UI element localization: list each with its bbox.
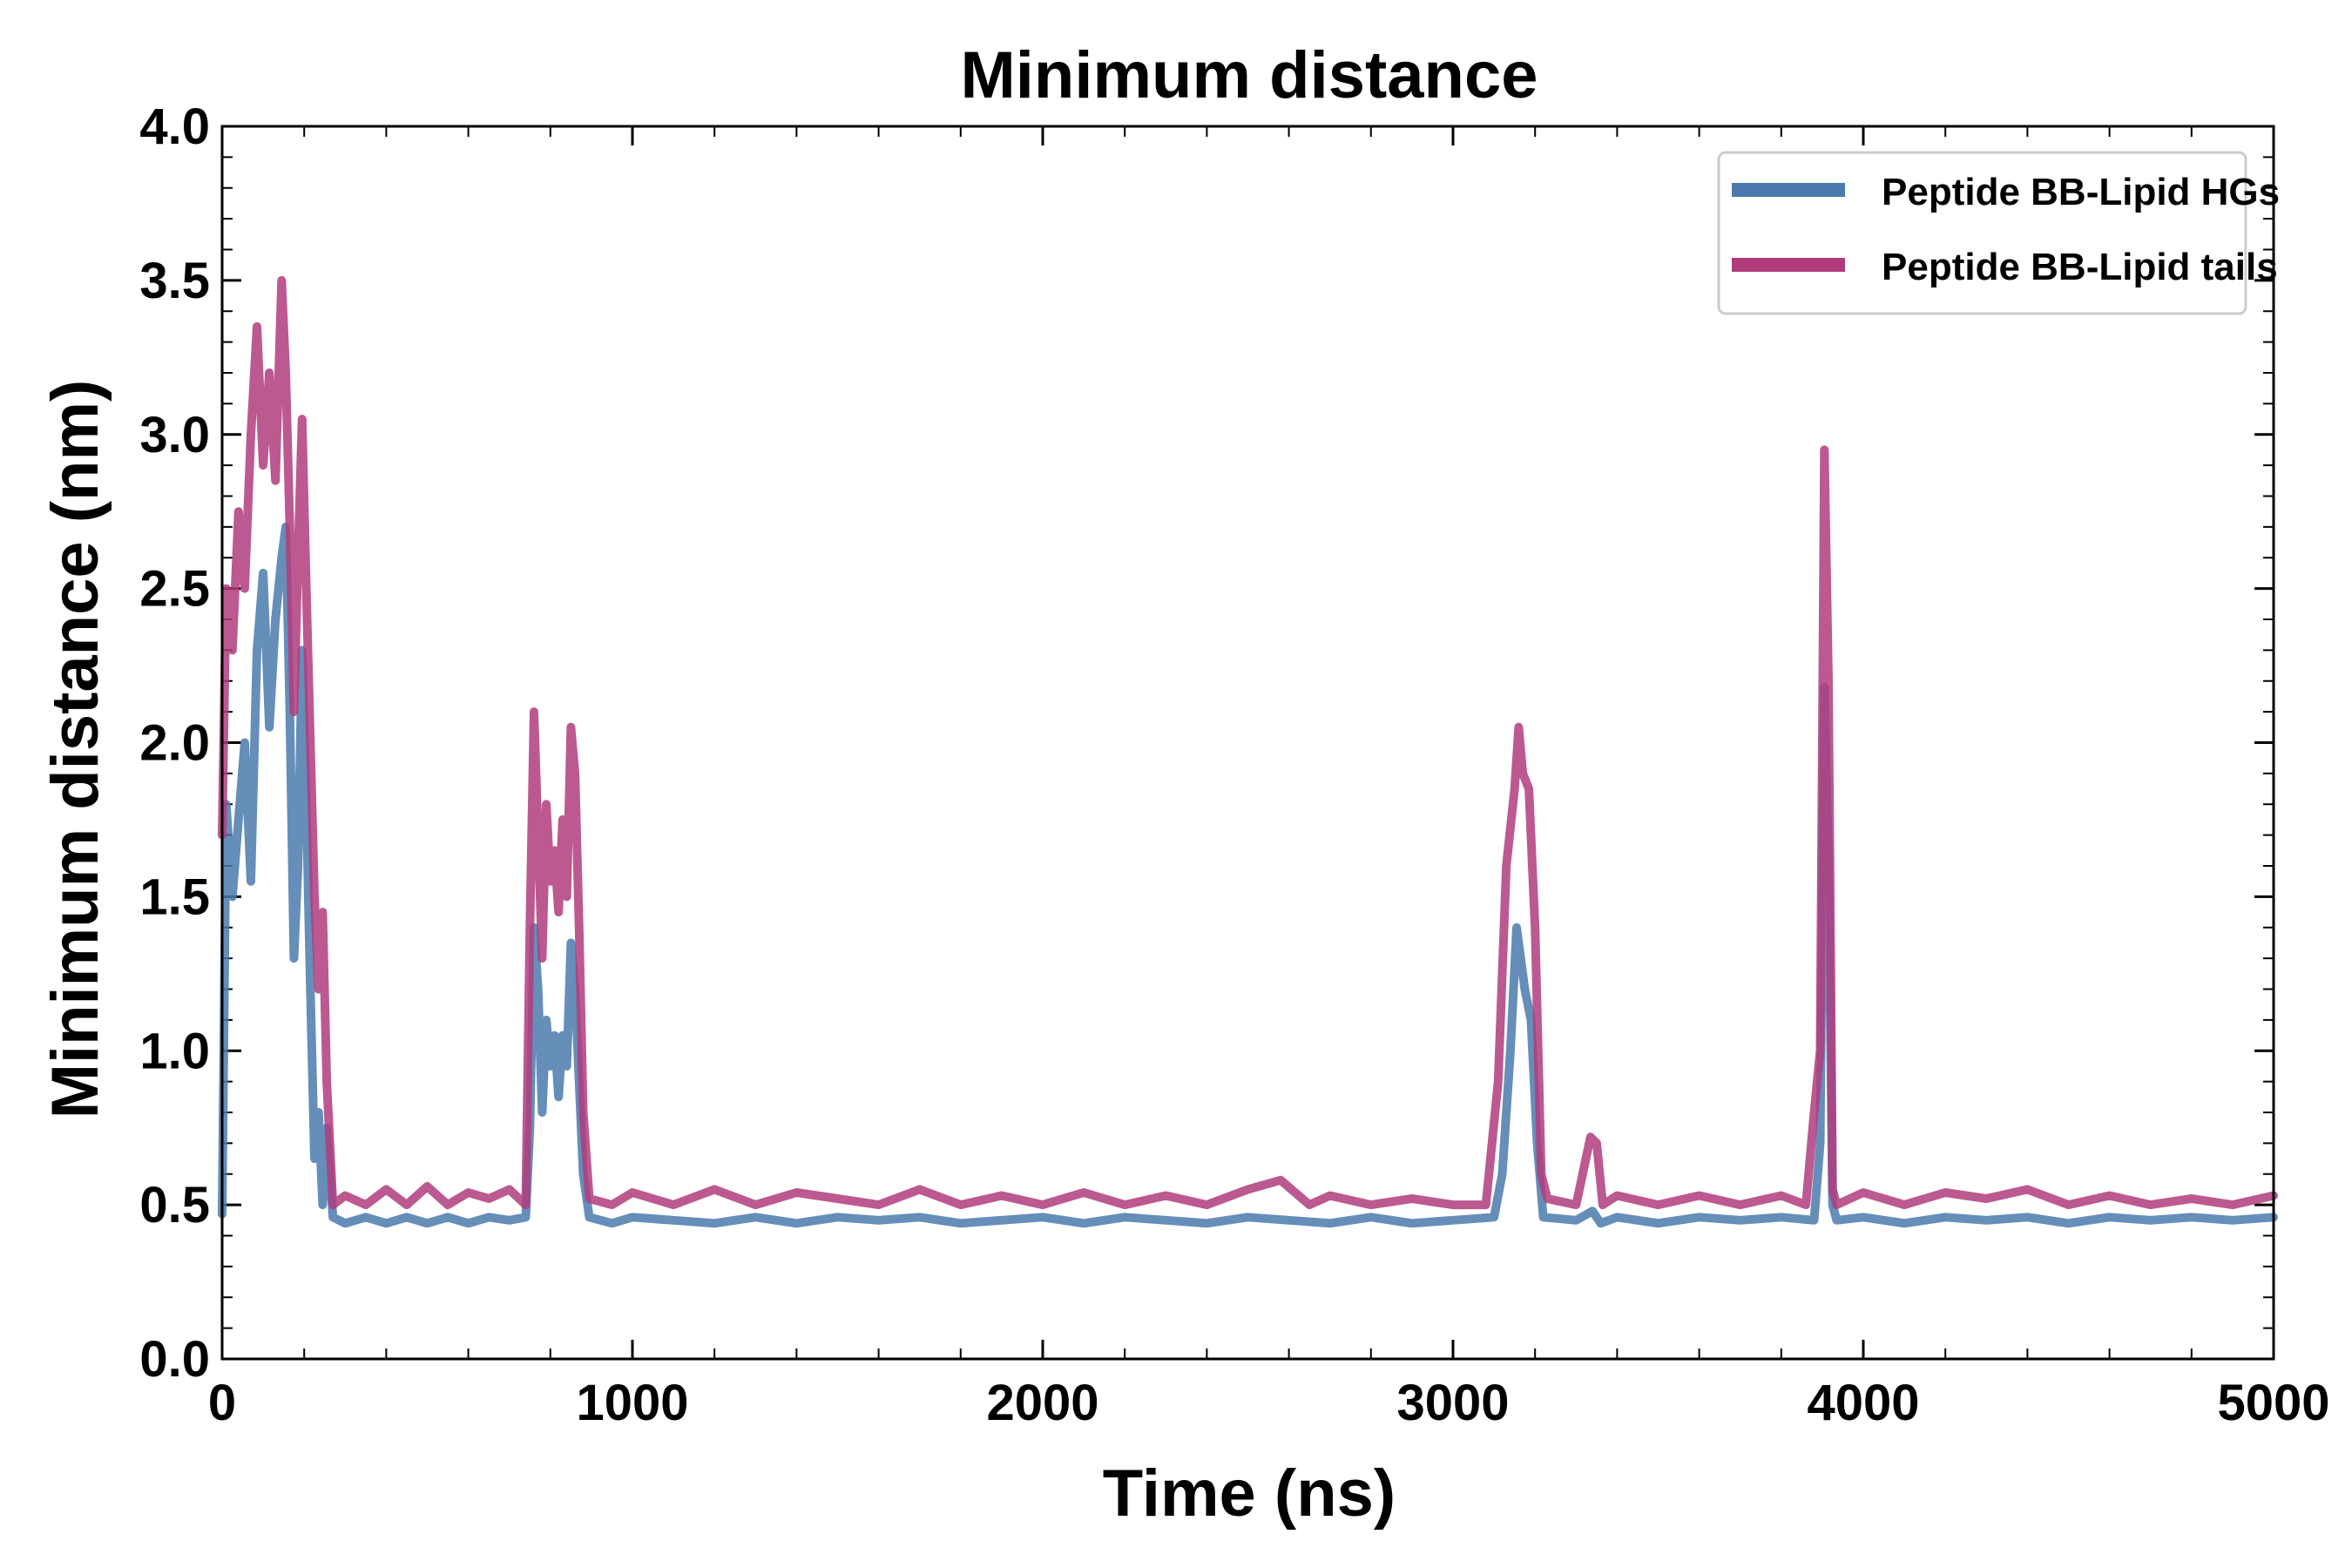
- chart-title: Minimum distance: [961, 38, 1538, 112]
- y-tick-label: 3.5: [139, 253, 210, 309]
- y-tick-label: 0.5: [139, 1177, 210, 1233]
- data-series: [218, 275, 2278, 1228]
- y-axis-label: Minimum distance (nm): [38, 380, 112, 1119]
- y-tick-label: 4.0: [139, 98, 210, 155]
- tick-labels: 0 1000 2000 3000 4000 5000 0.0 0.5 1.0 1.5 2.0 2.5 3…: [139, 98, 2329, 1431]
- x-tick-label: 1000: [576, 1375, 688, 1431]
- legend: Peptide BB-Lipid HGs Peptide BB-Lipid ta…: [1717, 151, 2280, 315]
- plot-area-frame: [220, 125, 2275, 1361]
- x-tick-label: 5000: [2217, 1375, 2329, 1431]
- x-axis-label: Time (ns): [1103, 1456, 1396, 1531]
- y-tick-label: 2.5: [139, 561, 210, 618]
- y-tick-label: 1.5: [139, 868, 210, 925]
- y-tick-label: 1.0: [139, 1023, 210, 1079]
- legend-label-hgs: Peptide BB-Lipid HGs: [1882, 171, 2280, 213]
- series-line-hgs: [218, 522, 2278, 1228]
- legend-box: [1717, 151, 2247, 315]
- x-tick-label: 4000: [1807, 1375, 1919, 1431]
- y-tick-label: 2.0: [139, 715, 210, 772]
- x-tick-label: 0: [208, 1375, 236, 1431]
- y-tick-label: 3.0: [139, 407, 210, 463]
- x-tick-label: 2000: [986, 1375, 1098, 1431]
- x-tick-label: 3000: [1396, 1375, 1509, 1431]
- series-line-tails: [218, 275, 2278, 1210]
- legend-label-tails: Peptide BB-Lipid tails: [1882, 246, 2278, 288]
- y-tick-label: 0.0: [139, 1331, 210, 1388]
